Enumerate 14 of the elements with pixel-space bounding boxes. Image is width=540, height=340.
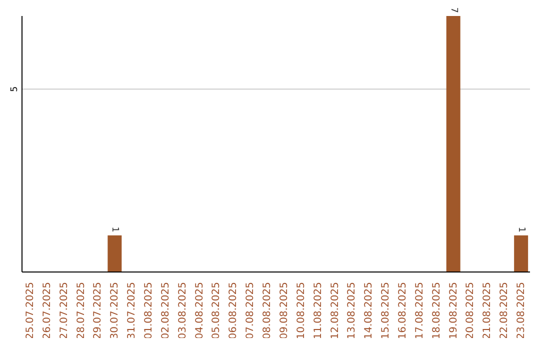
x-tick-label: 14.08.2025 (364, 282, 375, 340)
x-tick-label: 16.08.2025 (398, 282, 408, 340)
x-tick-label: 11.08.2025 (312, 282, 324, 340)
x-tick-label: 18.08.2025 (431, 282, 442, 340)
data-label: 1 (516, 226, 526, 232)
x-tick-label: 13.08.2025 (346, 282, 358, 340)
x-tick-label: 19.08.2025 (448, 282, 460, 340)
data-label: 1 (110, 226, 120, 232)
x-tick-label: 15.08.2025 (380, 282, 392, 340)
x-tick-label: 10.08.2025 (296, 282, 307, 340)
x-tick-label: 12.08.2025 (330, 282, 341, 340)
data-label: 7 (448, 7, 458, 13)
x-tick-label: 17.08.2025 (414, 282, 426, 340)
y-tick-label: 5 (10, 86, 20, 92)
